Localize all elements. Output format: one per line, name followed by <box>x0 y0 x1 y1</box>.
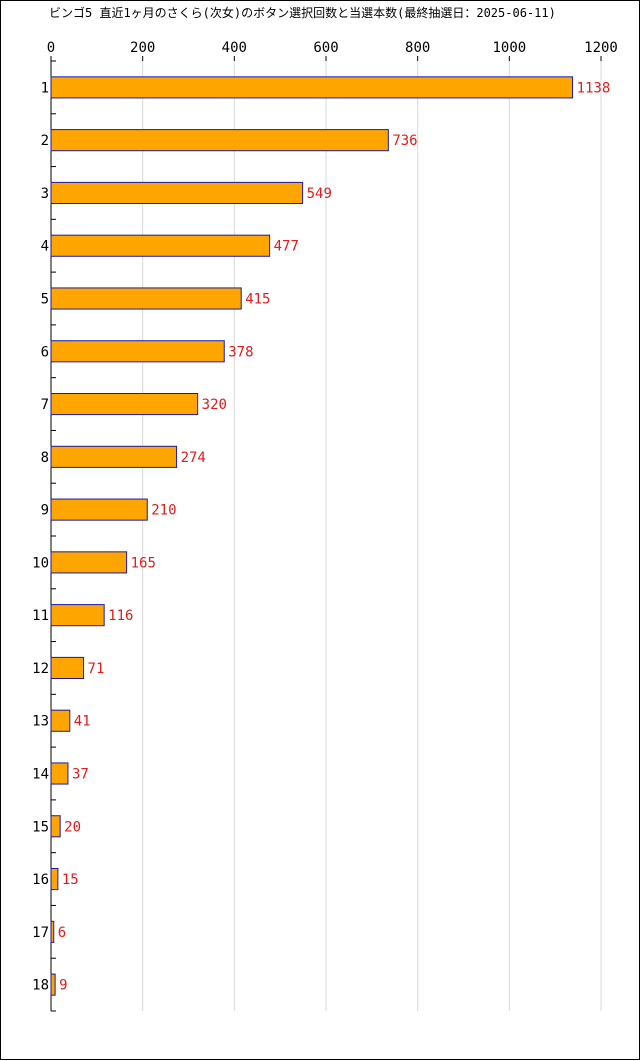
value-label-5: 415 <box>245 292 270 308</box>
category-label-6: 6 <box>41 344 49 360</box>
bar-4 <box>50 234 271 257</box>
x-tick-label-600: 600 <box>313 40 338 56</box>
bar-3 <box>50 181 304 204</box>
category-label-7: 7 <box>41 397 49 413</box>
bar-18 <box>50 973 56 996</box>
x-tick-label-200: 200 <box>130 40 155 56</box>
category-label-13: 13 <box>32 714 49 730</box>
bar-13 <box>50 709 71 732</box>
bar-12 <box>50 656 85 680</box>
category-label-5: 5 <box>41 292 49 308</box>
category-label-11: 11 <box>32 608 49 624</box>
labels: 1 1138 2 736 3 549 4 477 5 415 6 378 7 320 8 274 9 210 10 1… <box>32 80 610 993</box>
bar-5 <box>50 287 242 310</box>
category-label-10: 10 <box>32 555 49 571</box>
value-label-11: 116 <box>108 608 133 624</box>
bar-2 <box>50 129 389 152</box>
value-label-14: 37 <box>72 767 89 783</box>
chart-title: ビンゴ5 直近1ヶ月のさくら(次女)のボタン選択回数と当選本数(最終抽選日：20… <box>49 6 556 20</box>
value-label-7: 320 <box>202 397 227 413</box>
x-tick-label-1200: 1200 <box>584 40 618 56</box>
bars <box>50 76 574 996</box>
category-label-12: 12 <box>32 661 49 677</box>
bar-16 <box>50 868 59 891</box>
value-label-3: 549 <box>307 186 332 202</box>
category-label-17: 17 <box>32 925 49 941</box>
category-label-14: 14 <box>32 767 49 783</box>
x-tick-label-800: 800 <box>405 40 430 56</box>
value-label-13: 41 <box>74 714 91 730</box>
value-label-15: 20 <box>64 819 81 835</box>
bar-14 <box>50 762 69 785</box>
value-label-4: 477 <box>274 239 299 255</box>
category-label-4: 4 <box>41 239 49 255</box>
x-tick-label-0: 0 <box>47 40 55 56</box>
x-tick-label-1000: 1000 <box>492 40 526 56</box>
bar-7 <box>50 393 199 416</box>
category-label-16: 16 <box>32 872 49 888</box>
grid-lines <box>142 61 602 1011</box>
bar-1 <box>50 76 574 99</box>
bar-6 <box>50 340 225 363</box>
category-label-3: 3 <box>41 186 49 202</box>
category-label-2: 2 <box>41 133 49 149</box>
bar-8 <box>50 445 178 468</box>
value-label-9: 210 <box>151 503 176 519</box>
value-label-1: 1138 <box>577 80 611 96</box>
value-label-2: 736 <box>392 133 417 149</box>
bar-15 <box>50 815 61 838</box>
category-label-8: 8 <box>41 450 49 466</box>
value-label-12: 71 <box>88 661 105 677</box>
value-label-17: 6 <box>58 925 66 941</box>
value-label-18: 9 <box>59 978 67 994</box>
value-label-8: 274 <box>181 450 206 466</box>
axes: 0 200 400 600 800 1000 1200 <box>47 40 618 1012</box>
category-label-15: 15 <box>32 819 49 835</box>
value-label-16: 15 <box>62 872 79 888</box>
category-label-9: 9 <box>41 503 49 519</box>
bar-17 <box>50 920 55 943</box>
bar-10 <box>50 551 128 574</box>
category-label-18: 18 <box>32 978 49 994</box>
value-label-10: 165 <box>131 555 156 571</box>
x-tick-label-400: 400 <box>222 40 247 56</box>
bar-11 <box>50 604 105 627</box>
bar-9 <box>50 498 148 521</box>
category-label-1: 1 <box>41 80 49 96</box>
value-label-6: 378 <box>228 344 253 360</box>
